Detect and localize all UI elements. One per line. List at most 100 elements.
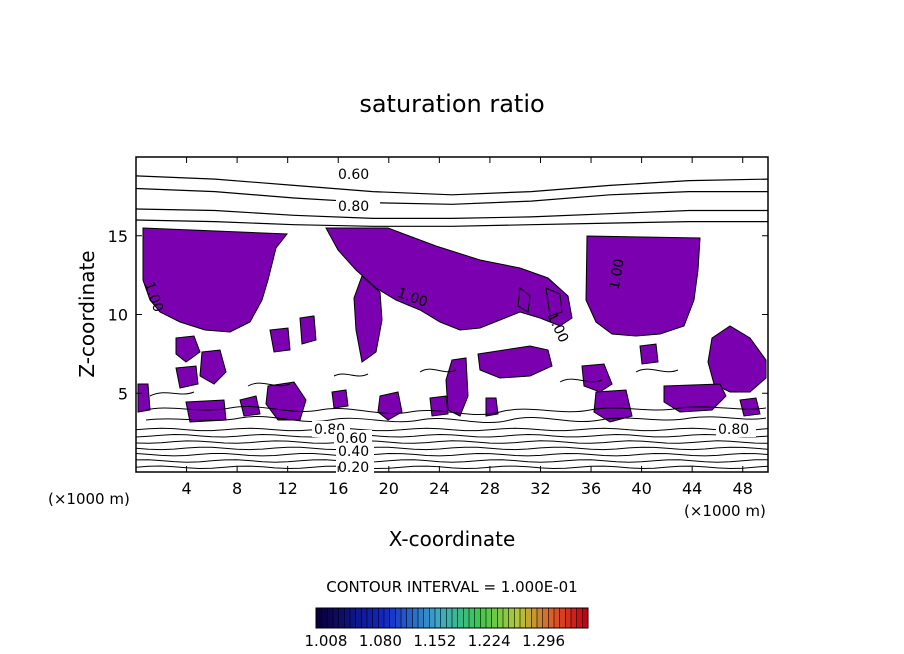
colorbar-swatch — [361, 608, 368, 628]
colorbar-swatch — [446, 608, 453, 628]
contour-interval-label: CONTOUR INTERVAL = 1.000E-01 — [326, 578, 577, 596]
y-axis-ticks: 5 10 15 — [108, 227, 768, 403]
colorbar-swatch — [384, 608, 390, 628]
shaded-region — [353, 275, 383, 363]
colorbar-swatch — [350, 608, 356, 628]
contour-line — [135, 446, 769, 451]
colorbar-swatch — [435, 608, 441, 628]
contour-line — [135, 219, 768, 227]
colorbar-swatch — [537, 608, 543, 628]
shaded-region — [517, 287, 531, 313]
colorbar-swatch — [520, 608, 526, 628]
x-tick-label: 24 — [429, 479, 449, 498]
colorbar-label: 1.296 — [522, 632, 565, 650]
contour-label: 0.60 — [338, 167, 369, 183]
colorbar-swatch — [474, 608, 481, 628]
colorbar — [315, 607, 589, 629]
colorbar-swatch — [401, 608, 407, 628]
shaded-region — [429, 395, 449, 417]
shaded-region — [137, 383, 151, 413]
x-tick-label: 40 — [631, 479, 651, 498]
colorbar-swatch — [372, 608, 379, 628]
colorbar-frame — [315, 607, 589, 629]
colorbar-label: 1.008 — [305, 632, 348, 650]
colorbar-swatch — [333, 608, 339, 628]
chart-title: saturation ratio — [359, 90, 544, 118]
colorbar-swatch — [582, 608, 589, 628]
shaded-region — [331, 389, 349, 409]
lower-contours — [135, 427, 769, 470]
shaded-region — [707, 325, 767, 393]
contour-label: 0.80 — [338, 199, 369, 215]
colorbar-swatch — [542, 608, 549, 628]
shaded-region — [199, 349, 227, 385]
colorbar-label: 1.080 — [359, 632, 402, 650]
colorbar-swatch — [548, 608, 555, 628]
colorbar-swatch — [508, 608, 515, 628]
shaded-region — [239, 395, 261, 417]
upper-contours — [135, 175, 769, 227]
y-tick-label: 10 — [108, 306, 128, 325]
colorbar-swatch — [316, 608, 322, 628]
colorbar-label: 1.224 — [468, 632, 511, 650]
x-tick-label: 8 — [232, 479, 242, 498]
shaded-region — [265, 381, 307, 421]
colorbar-swatch — [440, 608, 447, 628]
colorbar-swatch — [525, 608, 532, 628]
x-tick-label: 4 — [181, 479, 191, 498]
contour-line — [135, 427, 769, 432]
colorbar-swatch — [554, 608, 560, 628]
shaded-region — [739, 397, 761, 417]
contour-line — [135, 208, 768, 219]
colorbar-swatch — [429, 608, 436, 628]
x-tick-label: 16 — [328, 479, 348, 498]
x-tick-label: 28 — [480, 479, 500, 498]
colorbar-swatch — [338, 608, 345, 628]
contour-label: 0.80 — [718, 422, 749, 438]
colorbar-swatch — [497, 608, 504, 628]
colorbar-swatch — [344, 608, 351, 628]
shaded-region — [545, 287, 563, 317]
shaded-region — [142, 227, 288, 333]
contour-line — [135, 459, 768, 463]
x-tick-label: 44 — [682, 479, 702, 498]
contour-line — [135, 175, 769, 196]
colorbar-swatch — [514, 608, 521, 628]
contour-label: 1.00 — [607, 258, 628, 291]
colorbar-labels: 1.008 1.080 1.152 1.224 1.296 — [305, 632, 566, 650]
x-tick-label: 48 — [733, 479, 753, 498]
shaded-region — [269, 327, 291, 353]
x-axis-label: X-coordinate — [389, 527, 516, 551]
shaded-region — [185, 399, 227, 423]
contour-line — [135, 465, 769, 470]
contour-labels: 0.60 0.80 1.00 1.00 1.00 1.00 0.80 0.80 … — [140, 164, 756, 476]
shaded-region — [581, 363, 613, 393]
x-axis-unit-left: (×1000 m) — [48, 490, 130, 508]
shaded-region — [175, 335, 201, 363]
contour-detail — [149, 368, 679, 397]
x-tick-label: 32 — [530, 479, 550, 498]
colorbar-swatch — [418, 608, 424, 628]
colorbar-swatch — [457, 608, 464, 628]
colorbar-swatch — [559, 608, 566, 628]
contour-line — [135, 452, 769, 457]
colorbar-swatch — [321, 608, 328, 628]
contour-detail — [145, 415, 767, 423]
colorbar-swatch — [463, 608, 470, 628]
shaded-region — [175, 365, 199, 389]
colorbar-swatch — [469, 608, 475, 628]
contour-line — [135, 440, 769, 444]
x-axis-unit-right: (×1000 m) — [684, 502, 766, 520]
colorbar-swatch — [452, 608, 458, 628]
colorbar-swatch — [412, 608, 419, 628]
colorbar-swatch — [503, 608, 509, 628]
shaded-region — [299, 315, 317, 345]
shaded-region — [585, 235, 701, 337]
contour-detail — [145, 405, 767, 415]
plot-area: 0.60 0.80 1.00 1.00 1.00 1.00 0.80 0.80 … — [135, 156, 769, 476]
contour-line — [135, 187, 768, 205]
shaded-region — [477, 345, 553, 379]
colorbar-swatch — [327, 608, 334, 628]
x-tick-label: 12 — [278, 479, 298, 498]
